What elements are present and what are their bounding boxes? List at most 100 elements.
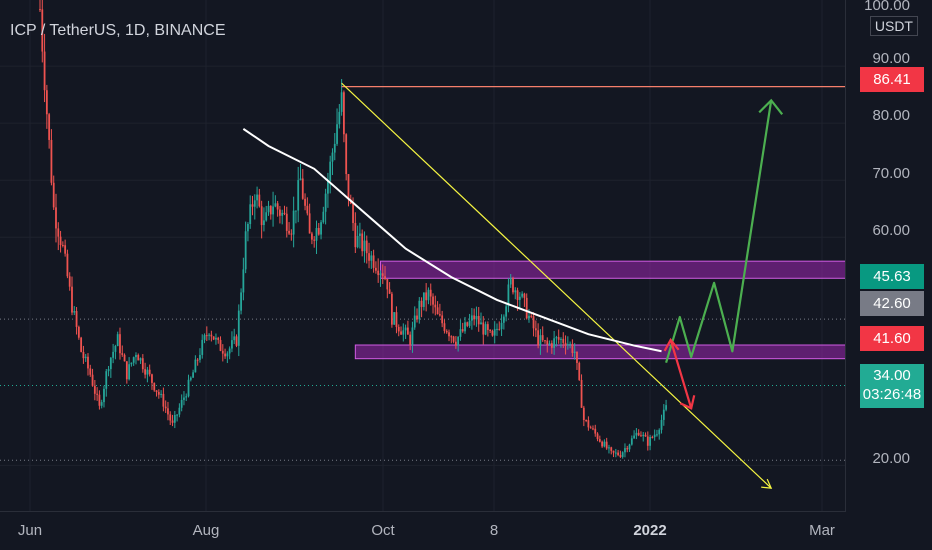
candle-body — [576, 351, 578, 363]
candle-body — [231, 340, 233, 349]
candle-body — [603, 441, 606, 447]
candle-body — [276, 203, 279, 210]
candle-body — [610, 447, 613, 451]
candle-body — [386, 279, 389, 290]
candle-body — [594, 428, 597, 434]
candle-body — [420, 300, 423, 307]
candle-body — [598, 439, 601, 442]
candle-body — [304, 198, 306, 206]
candle-body — [137, 354, 140, 361]
candle-body — [525, 297, 528, 319]
candle-body — [480, 322, 482, 325]
candle-body — [338, 111, 341, 125]
candle-body — [135, 354, 137, 358]
candle-body — [482, 322, 485, 335]
candle-body — [336, 124, 338, 144]
candle-body — [43, 51, 46, 91]
candle-body — [400, 331, 402, 335]
x-tick-jun: Jun — [17, 522, 43, 539]
price-tag-42-60: 42.60 — [860, 291, 924, 316]
candle-body — [251, 204, 254, 207]
candle-body — [429, 289, 432, 297]
x-tick-mar: Mar — [809, 522, 835, 539]
candle-body — [651, 436, 654, 438]
candle-body — [406, 327, 409, 335]
candle-body — [317, 227, 320, 235]
candle-body — [201, 339, 204, 355]
candle-body — [434, 304, 437, 308]
candle-body — [68, 276, 71, 287]
last-price: 34.00 — [873, 367, 911, 384]
candle-body — [658, 429, 661, 435]
candle-body — [493, 329, 496, 336]
candle-body — [397, 326, 400, 332]
candle-body — [345, 134, 348, 175]
candle-body — [491, 330, 494, 336]
candle-body — [512, 278, 514, 293]
candle-body — [427, 289, 430, 301]
candle-body — [402, 330, 405, 335]
candle-body — [130, 362, 133, 365]
candle-body — [553, 338, 556, 348]
candle-body — [283, 212, 286, 214]
candle-body — [180, 399, 183, 408]
candle-body — [605, 441, 608, 449]
candle-body — [340, 92, 343, 112]
candle-body — [626, 448, 629, 450]
projection-up-path — [665, 100, 773, 364]
candle-body — [66, 253, 69, 277]
candle-body — [450, 336, 453, 338]
candle-body — [189, 377, 192, 380]
candle-body — [502, 316, 505, 323]
candle-body — [619, 455, 622, 457]
candle-body — [372, 255, 375, 268]
candle-body — [331, 152, 334, 162]
time-axis[interactable]: Jun Aug Oct 8 2022 Mar — [0, 511, 846, 550]
candle-body — [301, 178, 304, 199]
candle-body — [212, 336, 215, 340]
candle-body — [566, 344, 569, 346]
unit-badge: USDT — [869, 16, 918, 36]
symbol-title: ICP / TetherUS, 1D, BINANCE — [10, 22, 226, 39]
candle-body — [295, 210, 297, 212]
candle-body — [507, 284, 510, 307]
candle-body — [242, 269, 245, 293]
candle-body — [178, 407, 181, 415]
candle-body — [614, 452, 617, 454]
candle-body — [315, 227, 318, 241]
candle-body — [356, 235, 359, 248]
candle-body — [523, 293, 526, 298]
candle-body — [498, 328, 501, 330]
candle-body — [82, 351, 85, 359]
candle-body — [297, 180, 300, 211]
candle-body — [562, 338, 565, 343]
candle-body — [486, 324, 489, 330]
candle-body — [473, 315, 476, 320]
y-tick-70: 70.00 — [872, 165, 910, 182]
candle-body — [660, 419, 663, 430]
candle-body — [571, 343, 574, 353]
candle-body — [235, 336, 238, 346]
candle-body — [635, 432, 638, 436]
candle-body — [368, 253, 370, 261]
candle-body — [432, 296, 434, 305]
candle-body — [457, 336, 460, 346]
support-resistance-zones — [354, 260, 847, 360]
candle-body — [176, 414, 178, 416]
candle-body — [416, 315, 418, 320]
candle-body — [155, 390, 158, 393]
candle-body — [662, 409, 665, 420]
candle-body — [411, 327, 414, 346]
candle-body — [109, 357, 112, 370]
candle-body — [114, 346, 117, 352]
candle-body — [589, 427, 592, 429]
candle-body — [141, 358, 144, 370]
candle-body — [77, 326, 80, 338]
candle-body — [153, 382, 156, 391]
candle-body — [530, 315, 533, 317]
y-tick-60: 60.00 — [872, 222, 910, 239]
candle-body — [612, 450, 615, 453]
x-tick-2022: 2022 — [633, 522, 667, 539]
candle-body — [441, 315, 444, 324]
